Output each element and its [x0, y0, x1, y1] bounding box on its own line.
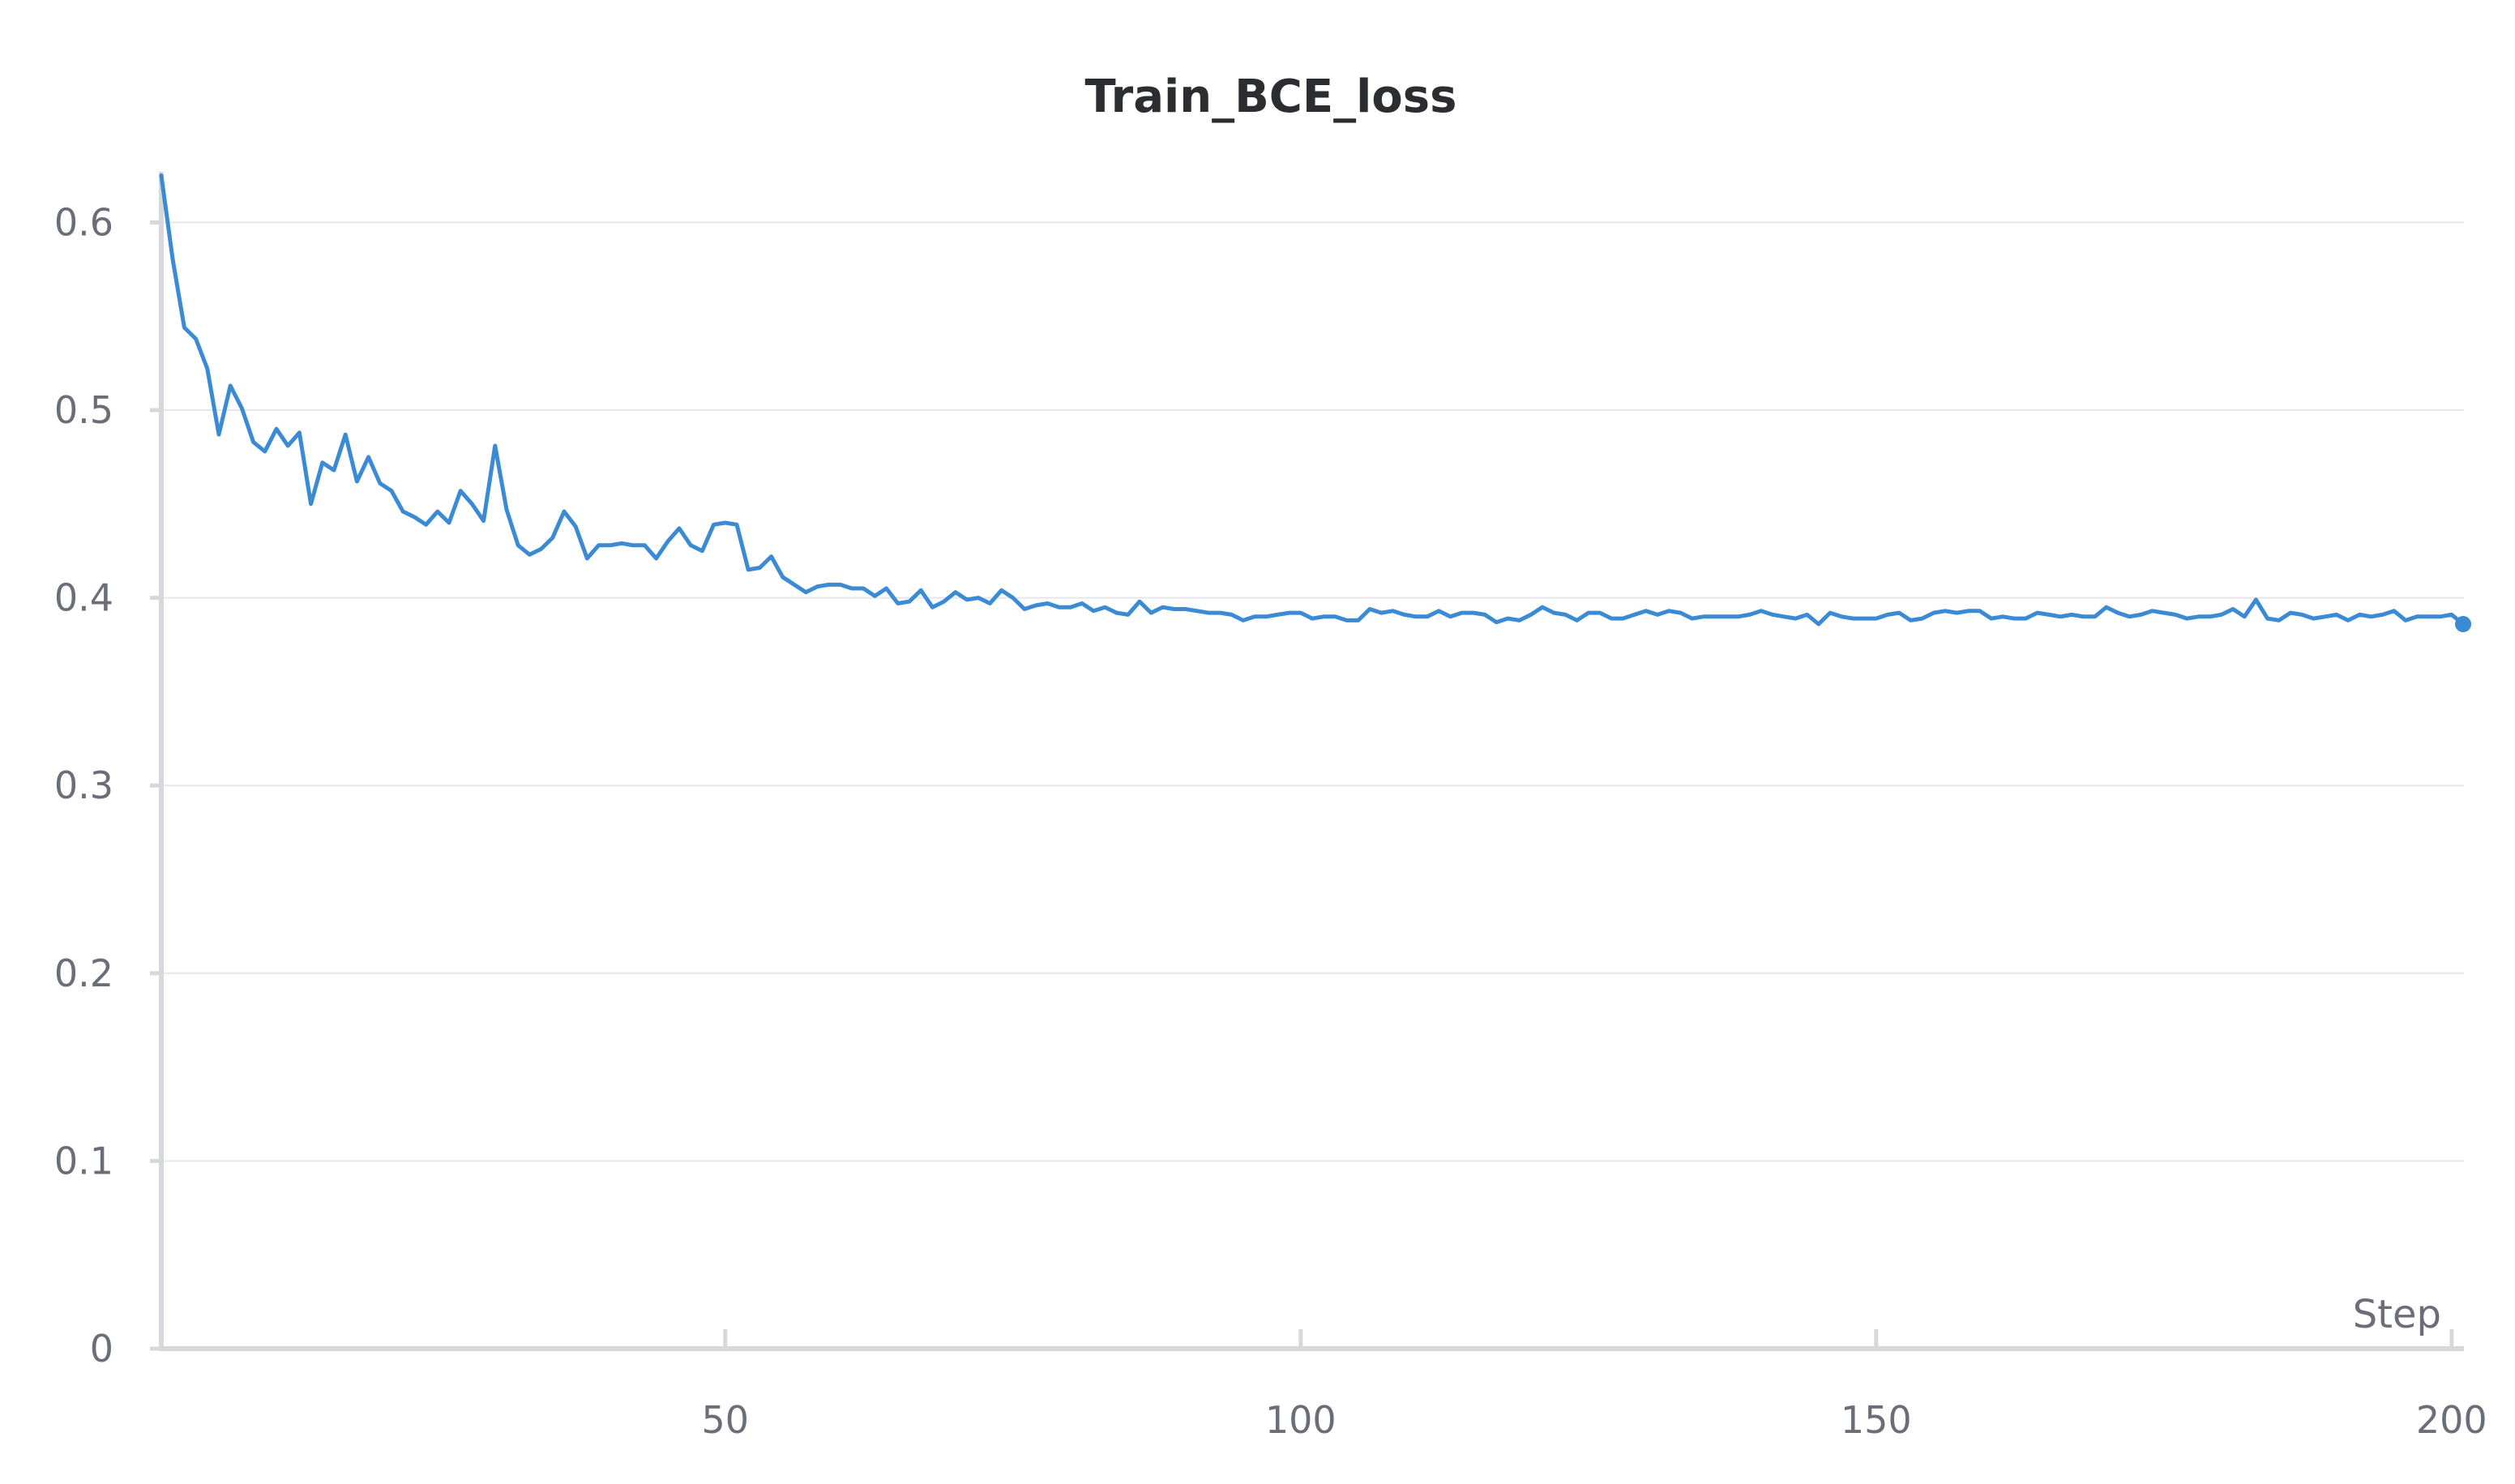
y-tick-label: 0.6: [54, 200, 113, 244]
x-axis-ticks: 50 100 150 200: [702, 1329, 2487, 1442]
x-axis-label: Step: [2353, 1292, 2441, 1337]
y-tick-label: 0.4: [54, 576, 113, 620]
x-tick-label: 50: [702, 1398, 750, 1442]
chart-title: Train_BCE_loss: [1085, 71, 1457, 123]
gridlines: [161, 221, 2464, 1162]
x-tick-label: 200: [2416, 1398, 2487, 1442]
series-group: [159, 173, 2471, 633]
y-tick-label: 0: [90, 1327, 113, 1371]
series-last-point: [2455, 616, 2471, 633]
y-tick-label: 0.3: [54, 763, 113, 807]
y-tick-label: 0.1: [54, 1139, 113, 1182]
y-tick-label: 0.5: [54, 388, 113, 432]
series-line: [159, 173, 2466, 627]
x-tick-label: 150: [1841, 1398, 1912, 1442]
x-tick-label: 100: [1265, 1398, 1337, 1442]
y-tick-label: 0.2: [54, 952, 113, 995]
y-axis-ticks: 0 0.1 0.2 0.3 0.4 0.5 0.6: [54, 200, 161, 1371]
